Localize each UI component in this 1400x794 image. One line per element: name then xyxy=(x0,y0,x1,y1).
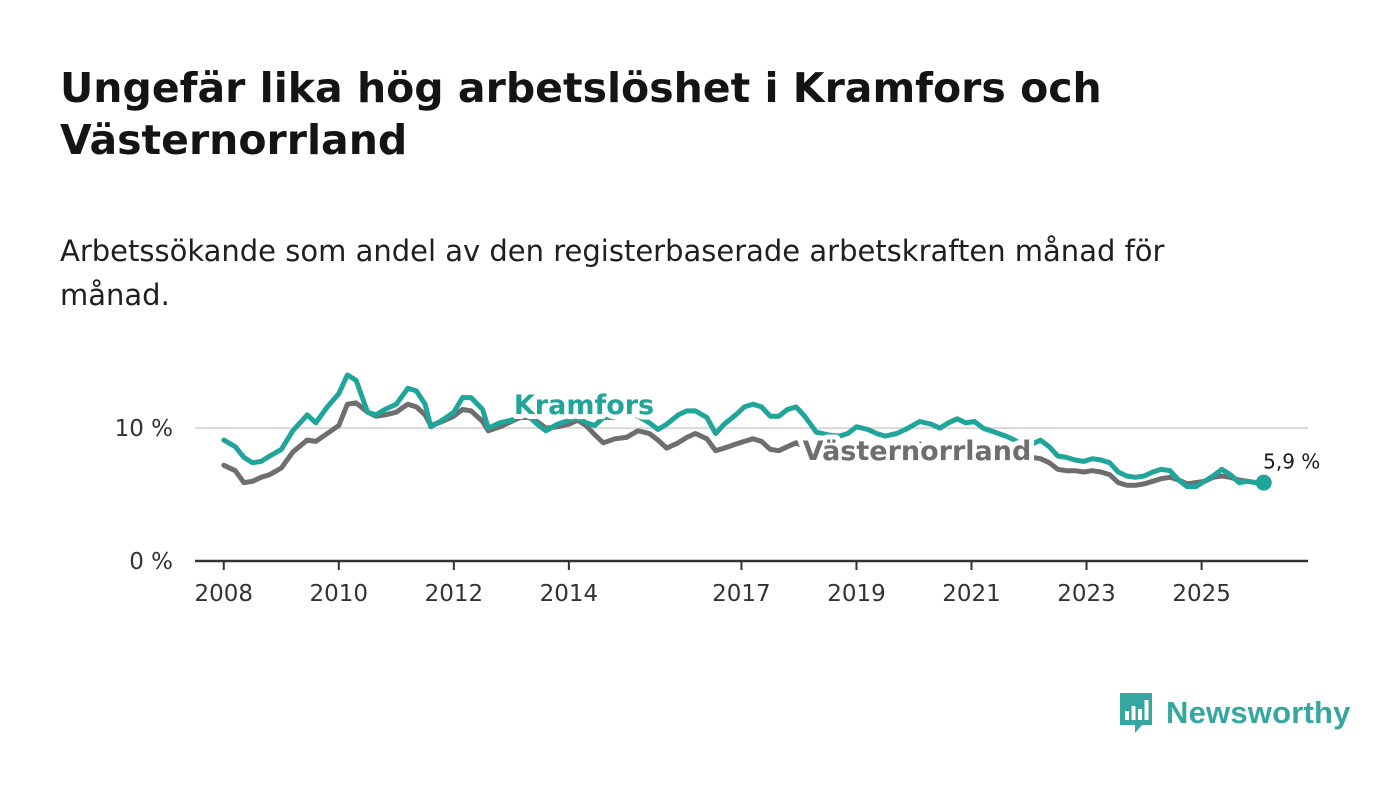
end-value-label: 5,9 % xyxy=(1263,450,1320,474)
end-point-marker xyxy=(1255,474,1272,491)
x-tick-label: 2010 xyxy=(310,581,369,607)
newsworthy-chart-icon xyxy=(1120,693,1152,733)
x-tick-label: 2025 xyxy=(1172,581,1231,607)
x-tick-label: 2023 xyxy=(1057,581,1116,607)
series-label-halo: Västernorrland xyxy=(803,436,1032,467)
y-tick-label: 0 % xyxy=(129,549,173,575)
x-tick-label: 2021 xyxy=(942,581,1001,607)
series-label-kramfors: Kramfors xyxy=(514,390,654,421)
x-tick-label: 2008 xyxy=(194,581,253,607)
x-tick-label: 2019 xyxy=(827,581,886,607)
x-tick-label: 2012 xyxy=(425,581,484,607)
brand-name: Newsworthy xyxy=(1166,695,1351,730)
chart-subtitle: Arbetssökande som andel av den registerb… xyxy=(60,234,1165,312)
series-labels: 5,9 %KramforsKramforsVästernorrlandVäste… xyxy=(509,385,1320,491)
series-lines xyxy=(221,372,1267,490)
x-tick-label: 2014 xyxy=(540,581,599,607)
series-label-halo: Kramfors xyxy=(514,390,654,421)
series-label-vsternorrland: Västernorrland xyxy=(803,436,1032,467)
newsworthy-logo: Newsworthy xyxy=(1118,690,1351,736)
y-tick-label: 10 % xyxy=(115,416,173,442)
x-tick-label: 2017 xyxy=(712,581,771,607)
axes: 0 % 10 % 2008 2010 2012 2014 2017 2019 2021 2023 2… xyxy=(115,416,1308,607)
chart-title: Ungefär lika hög arbetslöshet i Kramfors… xyxy=(60,64,1102,164)
series-line-kramfors xyxy=(221,372,1267,490)
series-line-vsternorrland xyxy=(221,400,1259,488)
